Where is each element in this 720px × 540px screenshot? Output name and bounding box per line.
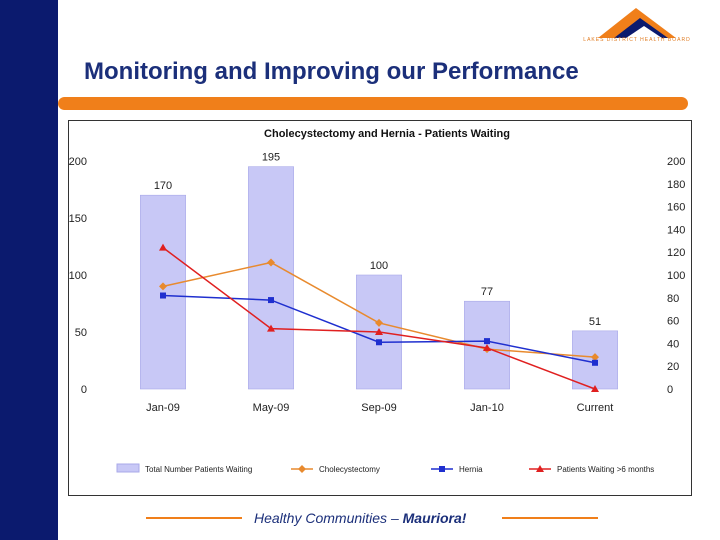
series-marker (159, 282, 167, 291)
y-right-tick-label: 200 (667, 156, 685, 168)
x-tick-label: Jan-10 (470, 402, 504, 414)
legend-marker (439, 466, 445, 472)
footer-line-left (146, 517, 242, 519)
chart: Cholecystectomy and Hernia - Patients Wa… (69, 128, 685, 474)
series-marker (484, 338, 490, 345)
series-marker (483, 343, 491, 351)
y-right-tick-label: 60 (667, 316, 679, 328)
sidebar-band (0, 0, 58, 540)
legend-marker (536, 465, 544, 472)
bar (248, 166, 294, 390)
lakes-dhb-logo (598, 8, 676, 38)
y-left-tick-label: 100 (69, 270, 87, 282)
series-marker (268, 297, 274, 304)
y-right-tick-label: 180 (667, 179, 685, 191)
series-marker (591, 353, 599, 362)
logo-text: LAKES DISTRICT HEALTH BOARD (583, 37, 691, 43)
bar-data-label: 170 (154, 180, 172, 192)
slide-title: Monitoring and Improving our Performance (84, 58, 579, 85)
legend-label: Patients Waiting >6 months (557, 465, 654, 474)
legend-label: Cholecystectomy (319, 465, 380, 474)
y-left-tick-label: 0 (81, 384, 87, 396)
footer-text: Healthy Communities – Mauriora! (254, 510, 466, 526)
series-marker (267, 258, 275, 267)
y-right-tick-label: 80 (667, 293, 679, 305)
x-tick-label: Current (577, 402, 614, 414)
bar-data-label: 77 (481, 286, 493, 298)
y-right-tick-label: 120 (667, 247, 685, 259)
y-right-tick-label: 140 (667, 224, 685, 236)
legend-label: Total Number Patients Waiting (145, 465, 252, 474)
chart-title: Cholecystectomy and Hernia - Patients Wa… (264, 128, 510, 140)
y-right-tick-label: 40 (667, 338, 679, 350)
series-marker (375, 318, 383, 327)
x-tick-label: Jan-09 (146, 402, 180, 414)
x-tick-label: Sep-09 (361, 402, 396, 414)
series-marker (267, 324, 275, 332)
legend-marker (298, 465, 306, 473)
y-right-tick-label: 160 (667, 202, 685, 214)
bar-data-label: 195 (262, 152, 280, 164)
x-tick-label: May-09 (253, 402, 290, 414)
bar (140, 194, 186, 390)
series-marker (160, 292, 166, 299)
y-right-tick-label: 100 (667, 270, 685, 282)
footer-line-right (502, 517, 598, 519)
footer-tagline: Healthy Communities – (254, 510, 403, 526)
y-left-tick-label: 150 (69, 213, 87, 225)
bar-data-label: 100 (370, 260, 388, 272)
chart-frame: Cholecystectomy and Hernia - Patients Wa… (68, 120, 692, 496)
bar-data-label: 51 (589, 316, 601, 328)
series-marker (592, 359, 598, 366)
y-right-tick-label: 20 (667, 361, 679, 373)
legend-swatch (116, 463, 140, 473)
series-marker (376, 339, 382, 346)
y-left-tick-label: 50 (75, 327, 87, 339)
title-underline-bar (58, 97, 688, 110)
series-marker (159, 243, 167, 251)
footer-emphasis: Mauriora! (402, 510, 467, 526)
series-marker (591, 385, 599, 392)
legend-label: Hernia (459, 465, 483, 474)
y-left-tick-label: 200 (69, 156, 87, 168)
y-right-tick-label: 0 (667, 384, 673, 396)
series-marker (375, 328, 383, 335)
